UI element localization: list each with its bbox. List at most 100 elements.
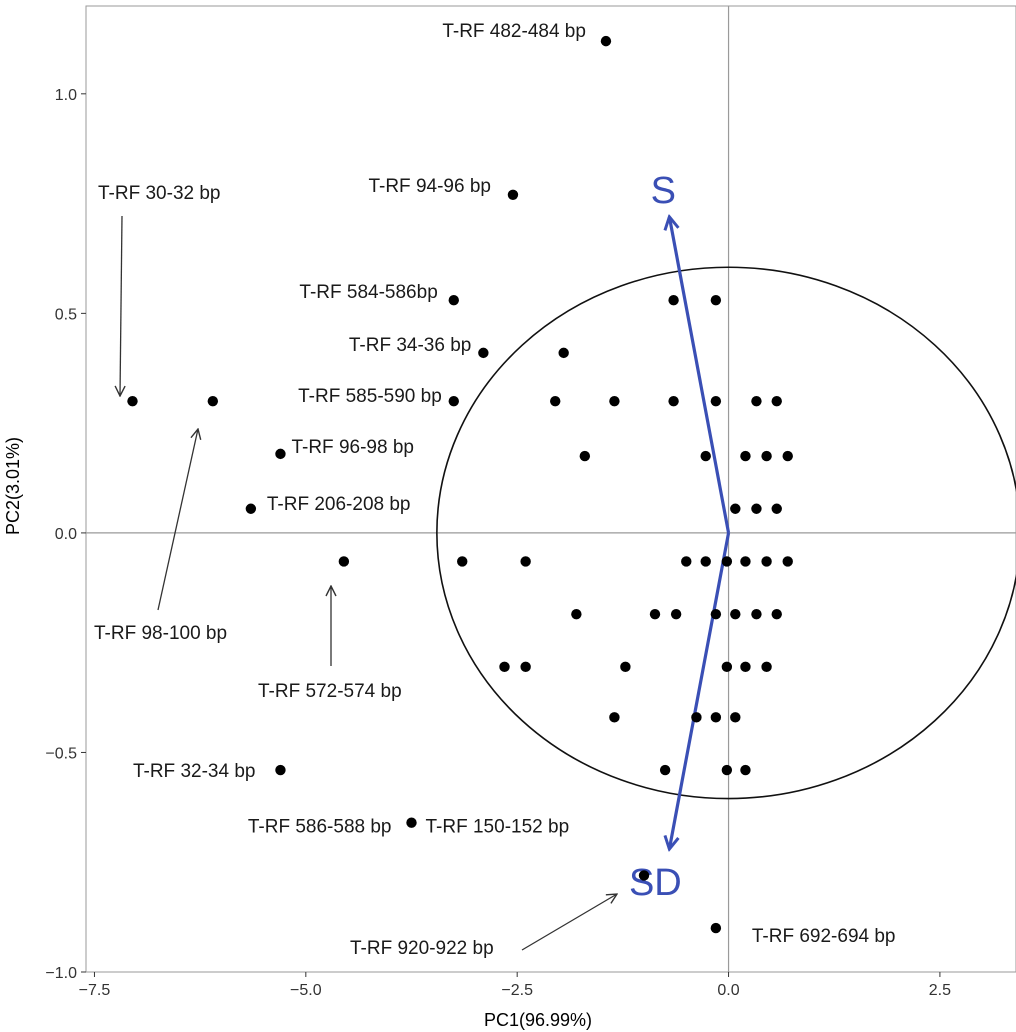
- y-tick-label: 0.5: [55, 306, 77, 323]
- y-axis-title: PC2(3.01%): [3, 437, 23, 535]
- data-point: [761, 556, 772, 567]
- data-point: [751, 395, 762, 407]
- labeled-data-point: [638, 870, 650, 881]
- data-point: [649, 608, 661, 620]
- data-point: [730, 712, 741, 723]
- point-label: T-RF 150-152 bp: [426, 817, 570, 838]
- data-points: [127, 35, 793, 934]
- labeled-data-point: [127, 395, 138, 407]
- circle-outline: [436, 266, 1016, 800]
- labeled-data-point: [338, 556, 350, 567]
- vector-s-arrow: [669, 217, 731, 534]
- data-point: [609, 712, 620, 723]
- data-point: [721, 661, 733, 673]
- data-point: [721, 556, 733, 567]
- labeled-data-point: [507, 189, 519, 201]
- data-point: [751, 608, 762, 620]
- data-point: [710, 608, 722, 620]
- data-point: [710, 294, 722, 306]
- y-tick-label: 0.0: [55, 526, 77, 543]
- reference-lines: [86, 6, 1016, 972]
- data-point: [550, 395, 561, 407]
- data-point: [659, 764, 671, 776]
- point-label: T-RF 584-586bp: [299, 282, 437, 303]
- labeled-data-point: [448, 395, 459, 407]
- point-label: T-RF 586-588 bp: [248, 817, 392, 838]
- data-point: [710, 395, 722, 407]
- vector-sd-label: SD: [629, 862, 682, 904]
- data-point: [761, 661, 772, 673]
- data-point: [740, 556, 751, 567]
- point-label: T-RF 572-574 bp: [258, 681, 402, 702]
- labeled-data-point: [245, 503, 257, 514]
- data-point: [457, 556, 468, 567]
- data-point: [558, 347, 569, 359]
- point-label: T-RF 692-694 bp: [752, 926, 896, 947]
- point-label: T-RF 30-32 bp: [98, 183, 221, 204]
- data-point: [499, 661, 510, 673]
- labeled-data-point: [710, 922, 722, 934]
- data-point: [691, 712, 702, 723]
- vector-s-label: S: [651, 170, 676, 212]
- labeled-data-point: [448, 294, 459, 306]
- callout-arrow: [120, 215, 122, 396]
- data-point: [771, 608, 782, 620]
- data-point: [771, 503, 782, 514]
- y-tick-label: 1.0: [55, 87, 77, 104]
- data-point: [520, 661, 531, 673]
- x-axis-title: PC1(96.99%): [484, 1010, 592, 1030]
- point-label: T-RF 98-100 bp: [94, 623, 227, 644]
- data-point: [730, 608, 741, 620]
- x-tick-label: 2.5: [929, 982, 951, 999]
- label-callouts: [120, 215, 617, 951]
- data-point: [668, 294, 679, 306]
- point-label: T-RF 32-34 bp: [133, 761, 256, 782]
- data-point: [668, 395, 679, 407]
- point-labels: T-RF 482-484 bp T-RF 94-96 bp T-RF 30-32 b…: [94, 21, 896, 959]
- point-label: T-RF 94-96 bp: [368, 176, 491, 197]
- labeled-data-point: [207, 395, 219, 407]
- data-point: [740, 764, 751, 776]
- callout-arrow: [157, 429, 198, 611]
- data-point: [771, 395, 782, 407]
- data-point: [579, 450, 591, 462]
- data-point: [609, 395, 620, 407]
- loading-vectors: S SD: [629, 170, 731, 904]
- data-point: [710, 712, 722, 723]
- data-point: [571, 608, 582, 620]
- x-tick-label: −7.5: [79, 982, 111, 999]
- x-tick-label: 0.0: [717, 982, 739, 999]
- data-point: [751, 503, 762, 514]
- callout-arrow: [521, 894, 617, 951]
- data-point: [700, 450, 711, 462]
- y-axis: −1.0 −0.5 0.0 0.5 1.0: [45, 87, 86, 982]
- point-label: T-RF 34-36 bp: [349, 335, 472, 356]
- point-label: T-RF 96-98 bp: [291, 437, 414, 458]
- y-tick-label: −1.0: [45, 965, 77, 982]
- point-label: T-RF 585-590 bp: [298, 386, 442, 407]
- data-point: [740, 661, 751, 673]
- x-tick-label: −2.5: [501, 982, 533, 999]
- point-label: T-RF 206-208 bp: [267, 494, 411, 515]
- labeled-data-point: [600, 35, 612, 47]
- data-point: [670, 608, 682, 620]
- point-label: T-RF 920-922 bp: [350, 938, 494, 959]
- vector-sd-arrow: [669, 532, 731, 849]
- plot-panel: [85, 5, 1016, 973]
- data-point: [740, 450, 751, 462]
- labeled-data-point: [406, 817, 417, 828]
- data-point: [730, 503, 741, 514]
- x-axis: −7.5 −5.0 −2.5 0.0 2.5: [79, 972, 951, 999]
- x-tick-label: −5.0: [290, 982, 322, 999]
- data-point: [761, 450, 772, 462]
- data-point: [782, 556, 793, 567]
- labeled-data-point: [478, 347, 489, 359]
- data-point: [520, 556, 531, 567]
- data-point: [700, 556, 711, 567]
- data-point: [620, 661, 631, 673]
- labeled-data-point: [275, 448, 286, 460]
- y-tick-label: −0.5: [45, 745, 77, 762]
- correlation-circle: [436, 266, 1016, 800]
- data-point: [782, 450, 793, 462]
